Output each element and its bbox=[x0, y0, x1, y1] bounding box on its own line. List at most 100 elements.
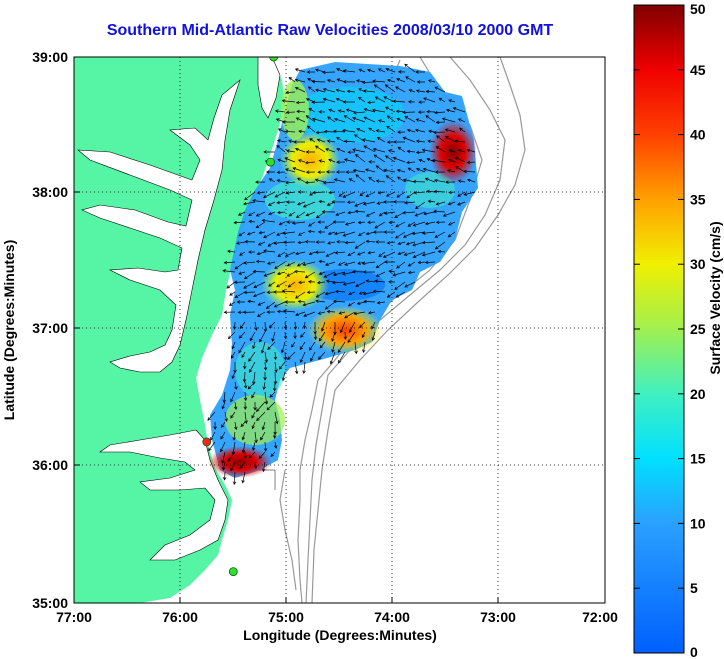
velocity-arrow bbox=[277, 251, 286, 257]
velocity-arrow bbox=[276, 145, 286, 153]
velocity-arrow bbox=[317, 230, 326, 234]
velocity-arrow bbox=[348, 321, 356, 333]
radar-station-marker bbox=[269, 57, 279, 62]
velocity-arrow bbox=[374, 221, 386, 229]
velocity-arrow bbox=[416, 80, 426, 84]
velocity-arrow bbox=[375, 129, 386, 133]
velocity-arrow bbox=[248, 351, 256, 362]
velocity-arrow bbox=[318, 110, 326, 114]
velocity-arrow bbox=[395, 231, 406, 239]
velocity-arrow bbox=[253, 281, 266, 288]
velocity-arrow bbox=[354, 154, 366, 163]
velocity-arrow bbox=[358, 231, 366, 236]
velocity-arrow bbox=[388, 269, 396, 274]
velocity-arrow bbox=[315, 240, 326, 244]
velocity-arrow bbox=[285, 200, 296, 204]
velocity-arrow bbox=[438, 97, 446, 103]
velocity-arrow bbox=[384, 84, 396, 93]
velocity-arrow bbox=[447, 231, 456, 238]
velocity-arrow bbox=[335, 88, 346, 93]
velocity-arrow bbox=[295, 117, 306, 123]
velocity-arrow bbox=[283, 351, 288, 361]
velocity-arrow bbox=[326, 139, 336, 143]
velocity-arrow bbox=[418, 100, 426, 104]
velocity-arrow bbox=[383, 200, 396, 204]
velocity-arrow bbox=[273, 301, 286, 308]
velocity-arrow bbox=[435, 201, 446, 206]
velocity-arrow bbox=[315, 211, 326, 219]
x-tick-label: 76:00 bbox=[162, 609, 198, 625]
velocity-arrow bbox=[247, 299, 256, 304]
velocity-arrow bbox=[241, 471, 246, 484]
colorbar-ticks: 0 5 10 15 20 25 30 35 40 45 50 bbox=[634, 1, 706, 659]
velocity-arrow bbox=[325, 279, 336, 283]
velocity-arrow bbox=[267, 201, 276, 206]
velocity-arrow bbox=[267, 341, 276, 350]
velocity-arrow bbox=[239, 251, 246, 256]
velocity-arrow bbox=[288, 211, 296, 217]
velocity-arrow bbox=[321, 210, 336, 214]
velocity-arrow bbox=[358, 88, 366, 93]
velocity-arrow bbox=[319, 341, 326, 349]
radar-stations bbox=[202, 57, 279, 577]
velocity-arrow bbox=[404, 281, 416, 288]
velocity-arrow bbox=[447, 201, 456, 206]
velocity-arrow bbox=[293, 140, 306, 144]
velocity-arrow bbox=[427, 139, 436, 143]
velocity-arrow bbox=[249, 331, 256, 342]
velocity-arrow bbox=[281, 99, 296, 103]
velocity-arrow bbox=[335, 211, 346, 216]
velocity-arrow bbox=[259, 331, 266, 343]
velocity-arrow bbox=[257, 241, 266, 246]
velocity-arrow bbox=[291, 341, 296, 348]
velocity-arrow bbox=[283, 240, 296, 245]
velocity-arrow bbox=[331, 200, 346, 204]
velocity-arrow bbox=[346, 200, 356, 204]
velocity-arrow bbox=[248, 250, 256, 254]
velocity-arrow bbox=[222, 461, 226, 471]
velocity-arrow bbox=[239, 321, 246, 329]
velocity-arrow bbox=[407, 261, 416, 267]
velocity-arrow bbox=[243, 451, 248, 459]
velocity-arrow bbox=[323, 271, 336, 278]
velocity-arrow bbox=[331, 331, 336, 342]
velocity-arrow bbox=[424, 260, 436, 265]
velocity-arrow bbox=[415, 70, 426, 74]
colorbar-tick-label: 50 bbox=[690, 1, 706, 17]
velocity-arrow bbox=[365, 168, 376, 173]
velocity-arrow bbox=[292, 167, 306, 173]
velocity-arrow bbox=[315, 88, 326, 93]
velocity-arrow bbox=[269, 391, 276, 398]
velocity-arrow bbox=[243, 281, 256, 289]
velocity-arrow bbox=[240, 421, 246, 428]
velocity-arrow bbox=[348, 178, 356, 183]
velocity-arrow bbox=[358, 291, 366, 295]
velocity-arrow bbox=[387, 149, 396, 153]
colorbar-tick-label: 15 bbox=[690, 451, 706, 467]
velocity-arrow bbox=[466, 148, 476, 153]
velocity-arrow bbox=[276, 271, 286, 276]
velocity-arrow bbox=[276, 170, 286, 175]
velocity-arrow bbox=[402, 136, 416, 143]
velocity-arrow bbox=[323, 129, 336, 134]
velocity-arrow bbox=[397, 176, 406, 183]
velocity-arrow bbox=[441, 117, 456, 123]
velocity-arrow bbox=[397, 251, 406, 256]
velocity-arrow bbox=[444, 136, 456, 143]
velocity-arrow bbox=[347, 331, 356, 344]
velocity-arrow bbox=[287, 281, 296, 288]
velocity-arrow bbox=[336, 137, 346, 143]
velocity-arrow bbox=[402, 211, 416, 215]
velocity-arrow bbox=[363, 299, 376, 304]
velocity-arrow bbox=[297, 201, 306, 206]
velocity-arrow bbox=[384, 155, 396, 163]
velocity-arrow bbox=[222, 391, 226, 404]
velocity-arrow bbox=[230, 461, 236, 472]
velocity-arrow bbox=[277, 128, 286, 133]
velocity-arrow bbox=[355, 281, 366, 287]
velocity-arrow bbox=[363, 116, 376, 123]
velocity-arrow bbox=[372, 79, 386, 83]
velocity-arrow bbox=[328, 190, 336, 195]
velocity-arrow bbox=[347, 150, 356, 154]
velocity-arrow bbox=[367, 100, 376, 105]
